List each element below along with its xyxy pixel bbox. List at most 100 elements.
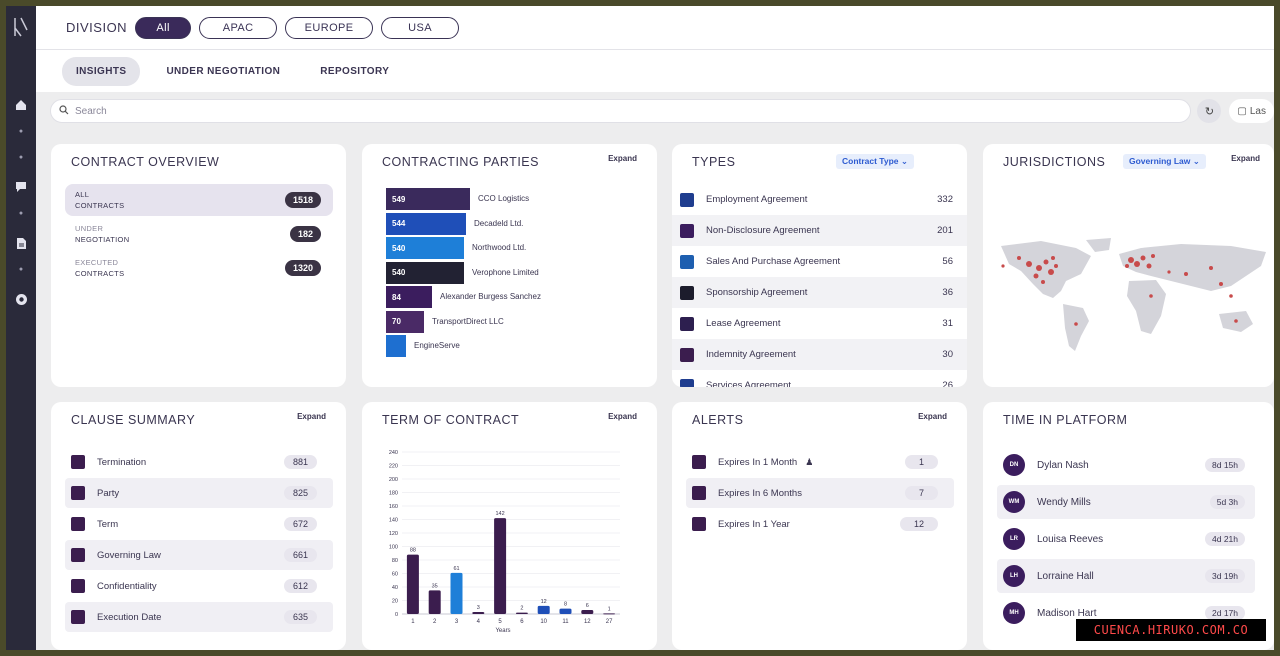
clause-row[interactable]: Term 672 <box>65 509 333 539</box>
alert-label: Expires In 1 Month <box>718 456 798 468</box>
avatar: LH <box>1003 565 1025 587</box>
governing-law-selector[interactable]: Governing Law ⌄ <box>1123 154 1206 169</box>
type-color-swatch <box>680 192 694 207</box>
alert-row[interactable]: Expires In 1 Year 12 <box>686 509 954 539</box>
contract-type-selector[interactable]: Contract Type ⌄ <box>836 154 915 169</box>
y-tick-label: 60 <box>392 572 398 578</box>
alert-count: 1 <box>904 455 938 469</box>
party-bar-value: 549 <box>392 194 406 204</box>
y-tick-label: 120 <box>389 531 398 537</box>
tab-insights[interactable]: INSIGHTS <box>62 56 141 86</box>
party-bar[interactable]: 544 <box>386 212 466 235</box>
document-icon[interactable] <box>12 234 30 252</box>
type-row[interactable]: Sales And Purchase Agreement 56 <box>672 246 967 277</box>
nav-dot-icon-4[interactable]: ● <box>18 265 24 273</box>
home-icon[interactable] <box>12 96 30 114</box>
tab-under-negotiation[interactable]: UNDER NEGOTIATION <box>166 65 281 77</box>
alerts-card: ALERTS Expand Expires In 1 Month ♟ 1 Expire… <box>672 402 967 650</box>
division-pill-apac[interactable]: APAC <box>199 16 278 39</box>
bar-value-label: 12 <box>541 599 547 605</box>
clause-label: Execution Date <box>97 611 162 623</box>
clause-swatch <box>71 455 85 469</box>
overview-count: 182 <box>289 226 321 242</box>
clause-row[interactable]: Confidentiality 612 <box>65 571 333 601</box>
overview-label-line2: NEGOTIATION <box>75 235 130 244</box>
type-color-swatch <box>680 316 694 331</box>
chat-icon[interactable] <box>12 178 30 196</box>
clause-count: 661 <box>283 548 317 562</box>
party-bar[interactable]: 70 <box>386 310 424 333</box>
user-row[interactable]: MH Madison Hart 2d 17h <box>997 596 1255 630</box>
overview-row-executed[interactable]: EXECUTED CONTRACTS 1320 <box>65 252 333 284</box>
clause-count: 612 <box>283 579 317 593</box>
alert-row[interactable]: Expires In 6 Months 7 <box>686 478 954 508</box>
x-tick-label: 10 <box>540 619 547 625</box>
refresh-icon[interactable]: ↻ <box>1197 99 1222 123</box>
bar-value-label: 142 <box>496 511 505 517</box>
expand-button[interactable]: Expand <box>608 412 637 421</box>
type-row[interactable]: Indemnity Agreement 30 <box>672 339 967 370</box>
expand-button[interactable]: Expand <box>1231 154 1260 163</box>
party-bar[interactable]: 84 <box>386 286 432 308</box>
type-count: 332 <box>937 194 953 205</box>
party-bar[interactable]: 549 <box>386 188 470 210</box>
user-name: Madison Hart <box>1037 607 1097 619</box>
overview-row-under-negotiation[interactable]: UNDER NEGOTIATION 182 <box>65 218 333 250</box>
watermark: CUENCA.HIRUKO.COM.CO <box>1076 619 1266 641</box>
division-pill-all[interactable]: All <box>135 16 192 39</box>
party-bar[interactable] <box>386 335 406 357</box>
clause-row[interactable]: Termination 881 <box>65 447 333 477</box>
type-color-swatch <box>680 285 694 300</box>
expand-button[interactable]: Expand <box>918 412 947 421</box>
clause-count: 672 <box>283 517 317 531</box>
x-tick-label: 12 <box>584 619 591 625</box>
alert-swatch <box>692 455 706 469</box>
clause-row[interactable]: Execution Date 635 <box>65 602 333 632</box>
nav-dot-icon-1[interactable]: ● <box>18 127 24 135</box>
selector-label: Governing Law <box>1129 156 1191 166</box>
bar <box>472 611 485 614</box>
y-tick-label: 200 <box>389 477 398 483</box>
party-bar[interactable]: 540 <box>386 237 464 259</box>
type-count: 201 <box>937 225 953 236</box>
type-row[interactable]: Employment Agreement 332 <box>672 184 967 215</box>
division-filter-bar: DIVISION All APAC EUROPE USA <box>36 6 1274 50</box>
expand-button[interactable]: Expand <box>608 154 637 163</box>
nav-dot-icon-3[interactable]: ● <box>18 209 24 217</box>
user-time: 8d 15h <box>1205 458 1245 472</box>
world-map[interactable] <box>991 236 1274 356</box>
overview-label-line1: EXECUTED <box>75 258 119 267</box>
clause-label: Term <box>97 518 119 530</box>
clause-row[interactable]: Party 825 <box>65 478 333 508</box>
user-row[interactable]: WM Wendy Mills 5d 3h <box>997 485 1255 519</box>
user-row[interactable]: DN Dylan Nash 8d 15h <box>997 448 1255 482</box>
type-count: 36 <box>942 287 953 298</box>
type-row[interactable]: Non-Disclosure Agreement 201 <box>672 215 967 246</box>
expand-button[interactable]: Expand <box>297 412 326 421</box>
alert-row[interactable]: Expires In 1 Month ♟ 1 <box>686 447 954 477</box>
y-tick-label: 20 <box>392 599 398 605</box>
clause-swatch <box>71 579 85 593</box>
settings-icon[interactable] <box>12 290 30 308</box>
y-tick-label: 180 <box>389 491 398 497</box>
type-row[interactable]: Services Agreement 26 <box>672 370 967 387</box>
user-row[interactable]: LR Louisa Reeves 4d 21h <box>997 522 1255 556</box>
tab-repository[interactable]: REPOSITORY <box>320 65 390 77</box>
division-pill-usa[interactable]: USA <box>381 16 460 39</box>
bar <box>537 605 550 614</box>
clause-row[interactable]: Governing Law 661 <box>65 540 333 570</box>
type-row[interactable]: Lease Agreement 31 <box>672 308 967 339</box>
division-pill-europe[interactable]: EUROPE <box>285 16 374 39</box>
avatar: MH <box>1003 602 1025 624</box>
search-input[interactable]: Search <box>50 99 1192 123</box>
bar-value-label: 1 <box>608 606 611 612</box>
last-button[interactable]: ▢ Las <box>1229 99 1274 123</box>
overview-row-all[interactable]: ALL CONTRACTS 1518 <box>65 184 333 216</box>
nav-dot-icon-2[interactable]: ● <box>18 153 24 161</box>
user-row[interactable]: LH Lorraine Hall 3d 19h <box>997 559 1255 593</box>
type-row[interactable]: Sponsorship Agreement 36 <box>672 277 967 308</box>
party-bar[interactable]: 540 <box>386 261 464 284</box>
type-label: Services Agreement <box>706 380 792 387</box>
type-color-swatch <box>680 347 694 362</box>
bar <box>581 609 594 614</box>
